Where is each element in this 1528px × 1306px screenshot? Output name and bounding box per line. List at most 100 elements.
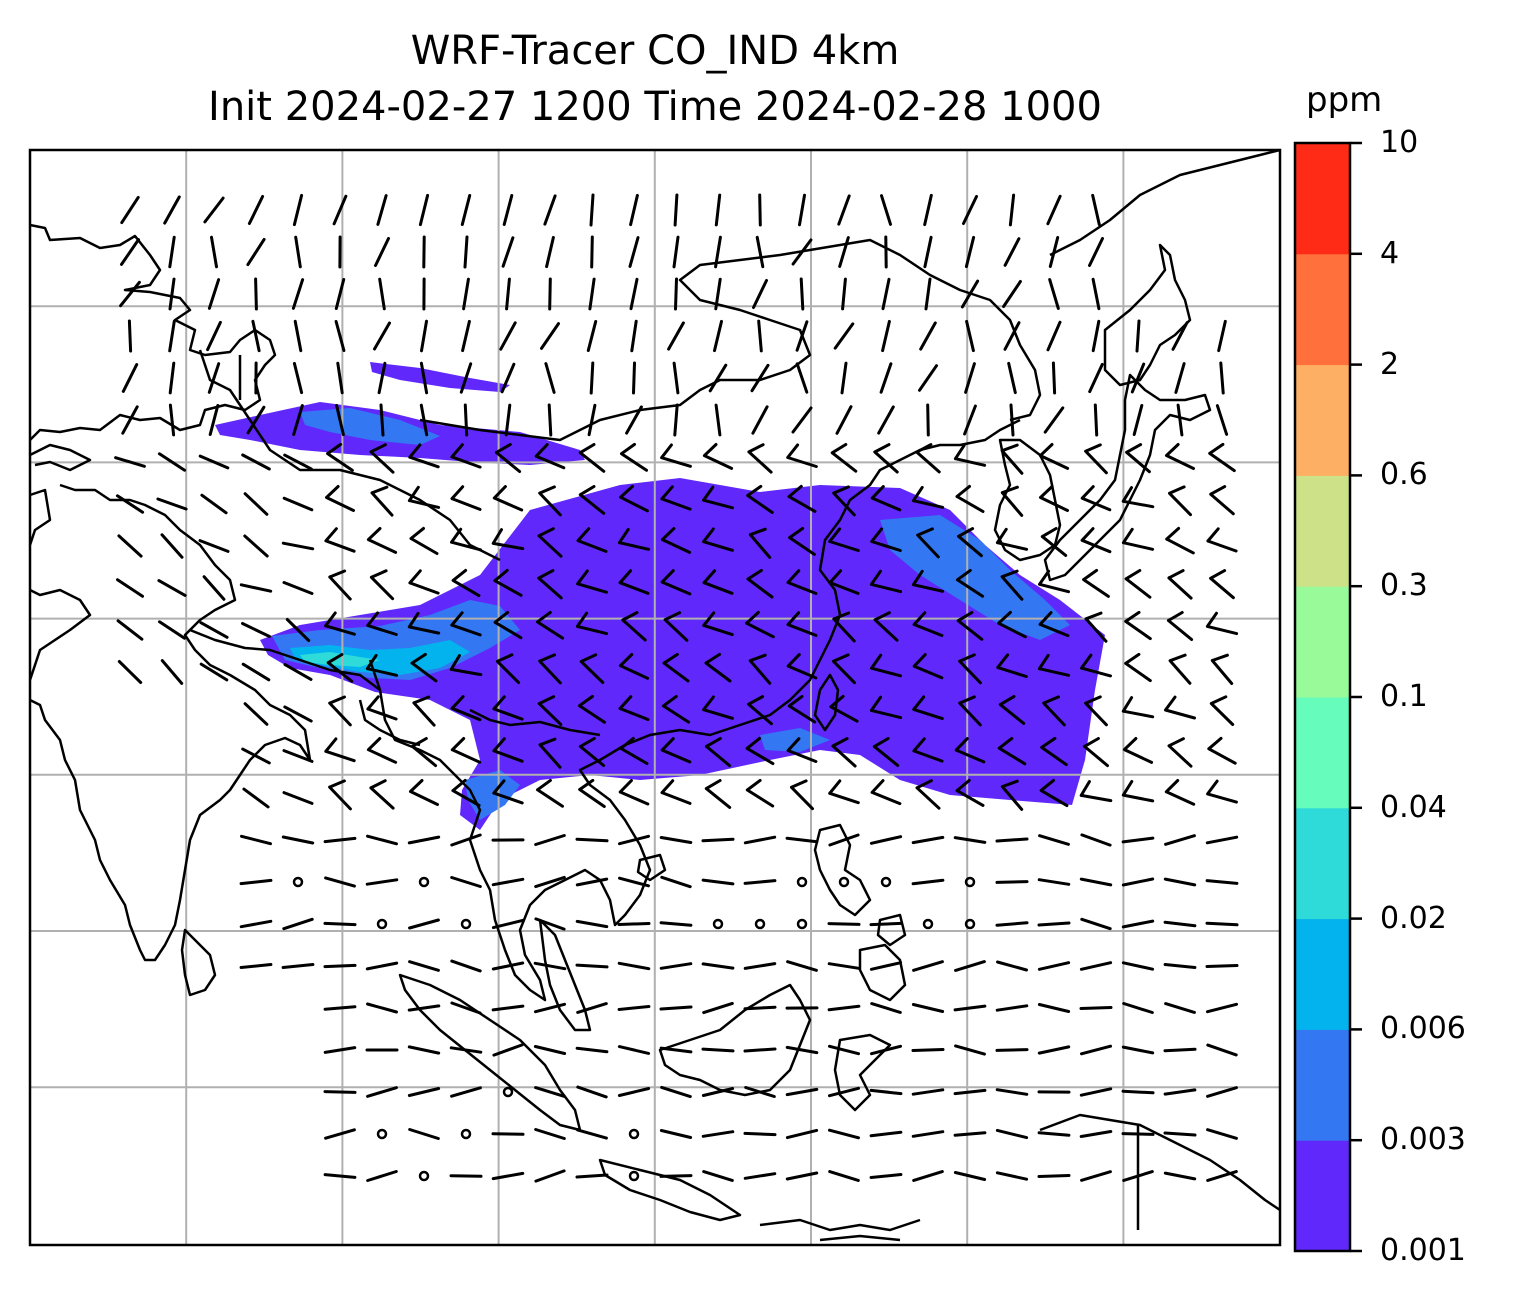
wind-barb bbox=[832, 485, 856, 517]
wind-barb bbox=[1165, 443, 1195, 470]
coastline-taiwan bbox=[813, 673, 840, 732]
wind-barb bbox=[450, 443, 482, 469]
wind-barb bbox=[534, 917, 566, 931]
wind-barb bbox=[629, 277, 639, 311]
wind-barb bbox=[673, 403, 679, 437]
wind-barb bbox=[1091, 193, 1101, 227]
wind-barb bbox=[1088, 362, 1104, 394]
wind-barb bbox=[1217, 319, 1227, 353]
wind-barb bbox=[831, 737, 857, 768]
wind-barb bbox=[200, 493, 228, 515]
wind-barb bbox=[750, 363, 770, 393]
wind-barb bbox=[462, 277, 470, 311]
wind-barb bbox=[827, 922, 861, 926]
wind-barb bbox=[1037, 921, 1071, 927]
wind-barb bbox=[1135, 319, 1141, 353]
wind-barb bbox=[377, 361, 387, 395]
wind-barb bbox=[1002, 280, 1022, 308]
wind-barb bbox=[869, 1130, 903, 1138]
wind-barb bbox=[870, 779, 902, 806]
tracer-level-2b bbox=[300, 408, 440, 445]
wind-barb bbox=[1043, 406, 1065, 434]
wind-barb bbox=[998, 695, 1026, 725]
wind-barb bbox=[618, 653, 650, 680]
wind-barb bbox=[1080, 1044, 1112, 1056]
wind-barb bbox=[953, 1004, 987, 1012]
wind-barb bbox=[1206, 1170, 1238, 1182]
wind-barb bbox=[324, 737, 356, 763]
wind-barb-calm bbox=[712, 918, 724, 930]
wind-barb bbox=[366, 611, 398, 636]
wind-barb bbox=[409, 526, 439, 555]
wind-barb bbox=[365, 653, 399, 677]
wind-barb-calm bbox=[628, 1128, 640, 1140]
wind-barb bbox=[334, 278, 346, 310]
wind-barb bbox=[1121, 836, 1155, 844]
coastline-caspian bbox=[29, 443, 92, 472]
wind-barb bbox=[659, 1129, 693, 1139]
wind-barb bbox=[752, 279, 768, 309]
wind-barb bbox=[744, 1086, 776, 1098]
wind-barb bbox=[373, 321, 391, 351]
wind-barb bbox=[120, 238, 140, 266]
wind-barb-calm bbox=[964, 918, 976, 930]
wind-barb bbox=[790, 779, 814, 811]
wind-barb bbox=[1088, 237, 1104, 267]
wind-barb bbox=[1079, 961, 1113, 971]
wind-barb bbox=[408, 960, 440, 972]
wind-barb bbox=[540, 322, 560, 350]
wind-barb bbox=[328, 695, 352, 727]
wind-barb bbox=[1163, 1171, 1197, 1181]
wind-barb bbox=[491, 961, 525, 971]
wind-barb bbox=[1163, 920, 1197, 928]
wind-barb bbox=[156, 497, 188, 511]
wind-barb bbox=[407, 1004, 441, 1012]
wind-barb bbox=[285, 618, 311, 642]
wind-barb bbox=[579, 653, 605, 684]
wind-barb bbox=[578, 778, 606, 808]
wind-barb bbox=[632, 361, 636, 395]
wind-barb bbox=[1215, 404, 1229, 436]
wind-barb bbox=[119, 280, 141, 308]
wind-barb bbox=[324, 611, 356, 636]
colorbar-swatch bbox=[1295, 475, 1350, 587]
wind-barb bbox=[160, 659, 184, 685]
wind-barb bbox=[743, 962, 777, 970]
coastline-new-guinea bbox=[1039, 1113, 1281, 1212]
wind-barb bbox=[1079, 1130, 1113, 1138]
wind-barb bbox=[1121, 1045, 1155, 1055]
wind-barb bbox=[881, 319, 891, 353]
wind-barb bbox=[1038, 834, 1070, 846]
wind-barb-calm bbox=[418, 876, 430, 888]
wind-barb bbox=[911, 1088, 945, 1096]
wind-barb bbox=[1219, 361, 1225, 395]
coastline-inland-borders bbox=[189, 238, 1042, 747]
wind-barb bbox=[701, 1087, 735, 1097]
wind-barb bbox=[575, 837, 609, 843]
wind-barb bbox=[995, 1004, 1029, 1012]
wind-barb bbox=[617, 1087, 651, 1097]
wind-barb bbox=[576, 1128, 608, 1140]
wind-barb bbox=[121, 363, 139, 393]
wind-barb bbox=[757, 319, 763, 353]
wind-barb bbox=[1003, 237, 1021, 267]
wind-barb bbox=[827, 1004, 861, 1012]
wind-barb bbox=[926, 403, 930, 437]
wind-barb bbox=[1121, 919, 1155, 929]
wind-barb bbox=[996, 653, 1028, 678]
wind-barb bbox=[502, 194, 514, 226]
wind-barb bbox=[618, 779, 650, 806]
wind-barb bbox=[323, 921, 357, 927]
wind-barb bbox=[714, 403, 722, 437]
wind-barb bbox=[168, 361, 176, 395]
wind-barb bbox=[533, 1045, 567, 1055]
wind-barb bbox=[535, 610, 565, 640]
wind-barb bbox=[660, 737, 692, 764]
coastline-japan bbox=[1043, 373, 1212, 582]
colorbar-swatch bbox=[1295, 586, 1350, 698]
wind-barb bbox=[243, 492, 269, 516]
wind-barb bbox=[617, 961, 651, 971]
wind-barb bbox=[254, 277, 258, 311]
wind-barb bbox=[548, 277, 552, 311]
wind-barb bbox=[324, 527, 356, 553]
